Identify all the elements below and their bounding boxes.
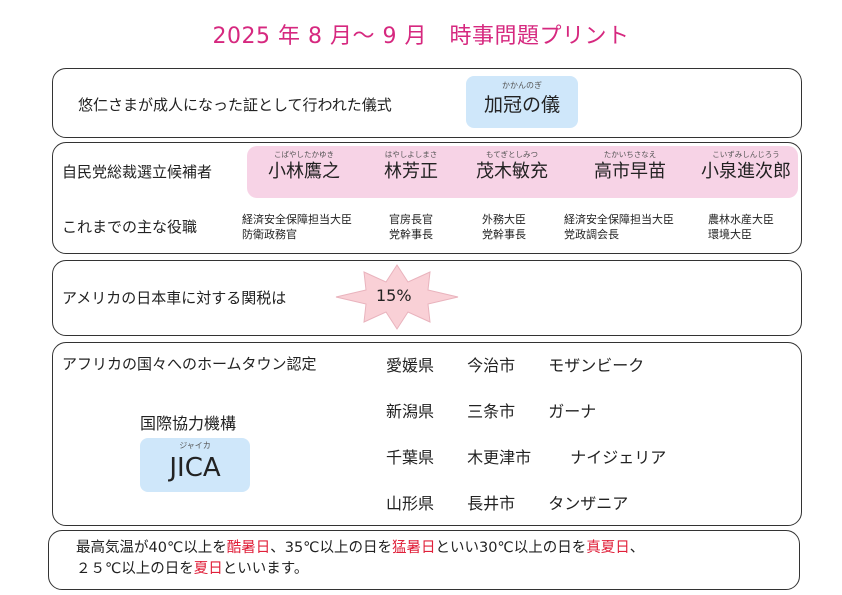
role-item: 農林水産大臣: [708, 213, 774, 226]
ceremony-answer: かかんのぎ 加冠の儀: [466, 76, 578, 128]
tariff-answer: 15%: [376, 286, 412, 305]
city: 今治市: [467, 356, 516, 375]
ldp-heading: 自民党総裁選立候補者: [62, 163, 213, 181]
prefecture: 千葉県: [386, 448, 435, 467]
candidate-ruby: はやしよしまさ: [384, 150, 438, 159]
candidate-name: 茂木敏充: [476, 161, 548, 182]
hometown-heading: アフリカの国々へのホームタウン認定: [62, 355, 317, 373]
jica-answer: ジャイカ JICA: [140, 438, 250, 492]
candidate-name: 高市早苗: [594, 161, 666, 182]
heat-note: 最高気温が40℃以上を酷暑日、35℃以上の日を猛暑日といい30℃以上の日を真夏日…: [76, 538, 644, 580]
heat-text: 、35℃以上の日を: [270, 540, 392, 556]
ceremony-answer-text: 加冠の儀: [483, 94, 560, 116]
ceremony-question: 悠仁さまが成人になった証として行われた儀式: [78, 96, 392, 114]
heat-term-natsubi: 夏日: [193, 561, 223, 577]
candidate-name: 林芳正: [384, 161, 438, 182]
city: 三条市: [467, 402, 516, 421]
roles-kobayashi: 経済安全保障担当大臣 防衛政務官: [242, 212, 352, 242]
city: 長井市: [467, 494, 516, 513]
candidate-ruby: こいずみしんじろう: [712, 150, 780, 159]
roles-motegi: 外務大臣 党幹事長: [482, 212, 526, 242]
heat-text: 最高気温が40℃以上を: [76, 540, 227, 556]
role-item: 経済安全保障担当大臣: [242, 213, 352, 226]
prefecture: 新潟県: [386, 402, 435, 421]
role-item: 環境大臣: [708, 228, 752, 241]
role-item: 防衛政務官: [242, 228, 297, 241]
candidate-ruby: たかいちさなえ: [603, 150, 657, 159]
prefecture: 山形県: [386, 494, 435, 513]
roles-hayashi: 官房長官 党幹事長: [389, 212, 433, 242]
hometown-row: 愛媛県 今治市 モザンビーク: [386, 352, 644, 376]
heat-line-1: 最高気温が40℃以上を酷暑日、35℃以上の日を猛暑日といい30℃以上の日を真夏日…: [76, 538, 644, 559]
candidate-ruby: もてぎとしみつ: [486, 150, 538, 159]
candidate-ruby: こばやしたかゆき: [274, 150, 334, 159]
role-item: 党幹事長: [389, 228, 433, 241]
country: タンザニア: [548, 494, 629, 513]
jica-ruby: ジャイカ: [179, 441, 211, 450]
tariff-question: アメリカの日本車に対する関税は: [62, 289, 287, 307]
heat-term-moshobi: 猛暑日: [391, 540, 436, 556]
country: モザンビーク: [548, 356, 645, 375]
jica-label: 国際協力機構: [140, 414, 237, 433]
heat-text: といい30℃以上の日を: [435, 540, 587, 556]
candidate-band: [247, 146, 798, 198]
candidate-hayashi: はやしよしまさ 林芳正: [376, 150, 446, 184]
jica-abbr: JICA: [169, 453, 221, 483]
heat-text: ２５℃以上の日を: [76, 561, 194, 577]
candidate-name: 小林鷹之: [268, 161, 340, 182]
roles-koizumi: 農林水産大臣 環境大臣: [708, 212, 774, 242]
hometown-section: [52, 342, 802, 526]
heat-line-2: ２５℃以上の日を夏日といいます。: [76, 559, 644, 580]
candidate-takaichi: たかいちさなえ 高市早苗: [588, 150, 672, 184]
candidate-kobayashi: こばやしたかゆき 小林鷹之: [262, 150, 346, 184]
country: ガーナ: [548, 402, 597, 421]
ceremony-answer-ruby: かかんのぎ: [502, 81, 542, 90]
candidate-koizumi: こいずみしんじろう 小泉進次郎: [696, 150, 796, 184]
role-item: 党幹事長: [482, 228, 526, 241]
heat-text: 、: [629, 540, 645, 556]
heat-text: といいます。: [222, 561, 309, 577]
hometown-row: 山形県 長井市 タンザニア: [386, 490, 628, 514]
heat-term-kokushobi: 酷暑日: [226, 540, 271, 556]
hometown-row: 新潟県 三条市 ガーナ: [386, 398, 596, 422]
ceremony-section: [52, 68, 802, 138]
hometown-row: 千葉県 木更津市 ナイジェリア: [386, 444, 666, 468]
page-title: 2025 年 8 月～ 9 月 時事問題プリント: [212, 24, 630, 49]
role-item: 外務大臣: [482, 213, 526, 226]
heat-section: [48, 530, 800, 590]
role-item: 党政調会長: [564, 228, 619, 241]
heat-term-manatsubi: 真夏日: [586, 540, 630, 556]
country: ナイジェリア: [570, 448, 667, 467]
starburst-icon: [335, 264, 459, 330]
candidate-motegi: もてぎとしみつ 茂木敏充: [470, 150, 554, 184]
prefecture: 愛媛県: [386, 356, 435, 375]
roles-takaichi: 経済安全保障担当大臣 党政調会長: [564, 212, 674, 242]
candidate-name: 小泉進次郎: [701, 161, 791, 182]
role-item: 官房長官: [389, 213, 433, 226]
role-item: 経済安全保障担当大臣: [564, 213, 674, 226]
roles-heading: これまでの主な役職: [62, 218, 198, 236]
city: 木更津市: [467, 448, 532, 467]
